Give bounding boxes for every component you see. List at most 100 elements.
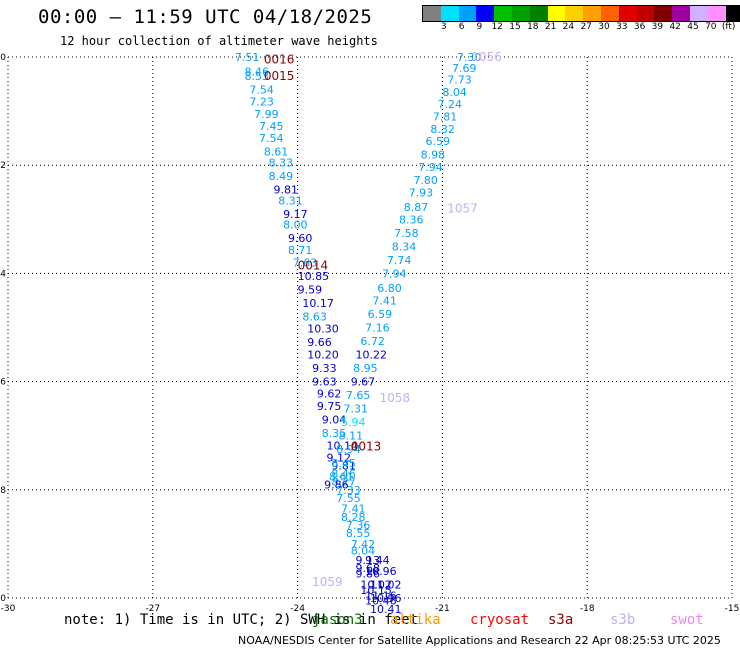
swh-value-label: 8.00	[283, 219, 308, 232]
legend-swatch	[707, 6, 726, 21]
legend-label: 27	[580, 22, 592, 32]
swh-value-label: 8.63	[302, 311, 327, 324]
y-tick-label: -42	[0, 161, 6, 171]
swh-value-label: 7.23	[249, 95, 273, 108]
page-subtitle: 12 hour collection of altimeter wave hei…	[60, 34, 378, 48]
legend-swatch	[583, 6, 601, 21]
swh-value-label: 8.34	[392, 240, 417, 253]
swh-value-label: 7.93	[409, 186, 434, 199]
legend-label: 12	[491, 22, 503, 32]
y-tick-label: -44	[0, 269, 6, 279]
swh-value-label: 7.63	[293, 257, 318, 270]
legend-label: 18	[527, 22, 539, 32]
swh-value-label: 8.04	[351, 544, 376, 557]
swh-value-label: 8.46	[331, 468, 356, 481]
satellite-label-swot: swot	[670, 612, 704, 628]
swh-value-label: 9.12	[327, 451, 352, 464]
swh-value-label: 8.27	[331, 476, 356, 489]
swh-value-label: 9.86	[356, 568, 381, 581]
x-tick-label: -18	[580, 604, 595, 614]
swh-value-label: 9.13	[356, 554, 381, 567]
swh-value-label: 10.46	[365, 595, 397, 608]
pass-label: 0014	[298, 258, 329, 272]
swh-value-label: 8.49	[269, 170, 294, 183]
swh-value-label: 8.55	[346, 527, 371, 540]
swh-value-label: 7.80	[413, 174, 438, 187]
legend-swatch	[618, 6, 637, 21]
swh-value-label: 9.04	[322, 413, 347, 426]
swh-value-label: 7.69	[452, 62, 477, 75]
pass-label: 1057	[447, 201, 478, 215]
legend-swatch	[458, 6, 477, 21]
swh-value-label: 5.94	[341, 416, 366, 429]
legend-swatch	[725, 6, 740, 21]
swh-value-label: 10.17	[302, 297, 334, 310]
swh-value-label: 7.42	[351, 538, 376, 551]
swh-value-label: 10.30	[307, 323, 339, 336]
legend-swatch	[636, 6, 655, 21]
swh-value-label: 7.45	[259, 120, 284, 133]
swh-value-label: 8.61	[329, 470, 354, 483]
swh-value-label: 6.59	[368, 308, 393, 321]
swh-value-label: 8.36	[399, 213, 424, 226]
swh-value-label: 10.15	[360, 584, 392, 597]
swh-value-label: 8.28	[341, 511, 366, 524]
swh-value-label: 7.31	[343, 403, 368, 416]
swh-value-label: 10.14	[327, 439, 359, 452]
swh-value-label: 8.33	[269, 156, 294, 169]
swh-value-label: 9.66	[307, 336, 332, 349]
swh-value-label: 11.02	[370, 578, 402, 591]
swh-value-label: 9.81	[273, 184, 298, 197]
swh-value-label: 8.98	[421, 148, 446, 161]
swh-value-label: 7.54	[259, 132, 284, 145]
satellite-label-s3a: s3a	[548, 612, 574, 628]
legend-label: 24	[562, 22, 575, 32]
swh-value-label: 6.59	[426, 135, 451, 148]
legend-label: 33	[616, 22, 628, 32]
swh-value-label: 10.85	[298, 270, 330, 283]
swh-value-label: 9.60	[288, 232, 313, 245]
pass-label: 1059	[312, 575, 343, 589]
legend-swatch	[689, 6, 708, 21]
swh-value-label: 9.17	[283, 208, 308, 221]
satellite-label-jason3: jason3	[312, 612, 363, 628]
swh-value-label: 9.86	[324, 478, 349, 491]
swh-value-label: 7.41	[341, 503, 366, 516]
swh-value-label: 7.74	[387, 254, 412, 267]
x-tick-label: -24	[290, 604, 305, 614]
swh-value-label: 9.62	[317, 388, 342, 401]
color-scale-legend	[422, 5, 740, 22]
legend-swatch	[529, 6, 548, 21]
x-tick-label: -30	[1, 604, 16, 614]
swh-value-label: 7.54	[249, 83, 273, 96]
note-text: note: 1) Time is in UTC; 2) SWH is in fe…	[64, 612, 419, 628]
legend-label: 36	[633, 22, 646, 32]
swh-value-label: 7.36	[346, 519, 371, 532]
pass-label: 0013	[351, 440, 382, 454]
swh-value-label: 9.59	[298, 284, 323, 297]
legend-swatch	[672, 6, 690, 21]
swh-value-label: 8.53	[245, 70, 269, 83]
y-tick-label: -48	[0, 486, 6, 496]
legend-label: 3	[440, 22, 447, 32]
y-tick-label: -46	[0, 378, 6, 388]
legend-label: 70	[705, 22, 717, 32]
swh-value-label: 10.22	[356, 349, 388, 362]
satellite-label-s3b: s3b	[610, 612, 636, 628]
swh-value-label: 7.73	[447, 74, 472, 87]
swh-value-label: 7.41	[372, 294, 397, 307]
swh-value-label: 7.55	[336, 492, 361, 505]
satellite-label-cryosat: cryosat	[470, 612, 530, 628]
legend-swatch	[494, 6, 512, 21]
swh-value-label: 10.20	[307, 349, 339, 362]
swh-value-label: 7.33	[336, 484, 361, 497]
swh-value-label: 6.72	[360, 335, 385, 348]
swh-value-label: 8.35	[322, 427, 347, 440]
swh-value-label: 8.46	[245, 66, 269, 79]
legend-label: 6	[458, 22, 465, 32]
swh-value-label: 8.94	[336, 443, 361, 456]
satellite-label-altika: altika	[390, 612, 441, 628]
y-tick-label: -50	[0, 594, 6, 604]
